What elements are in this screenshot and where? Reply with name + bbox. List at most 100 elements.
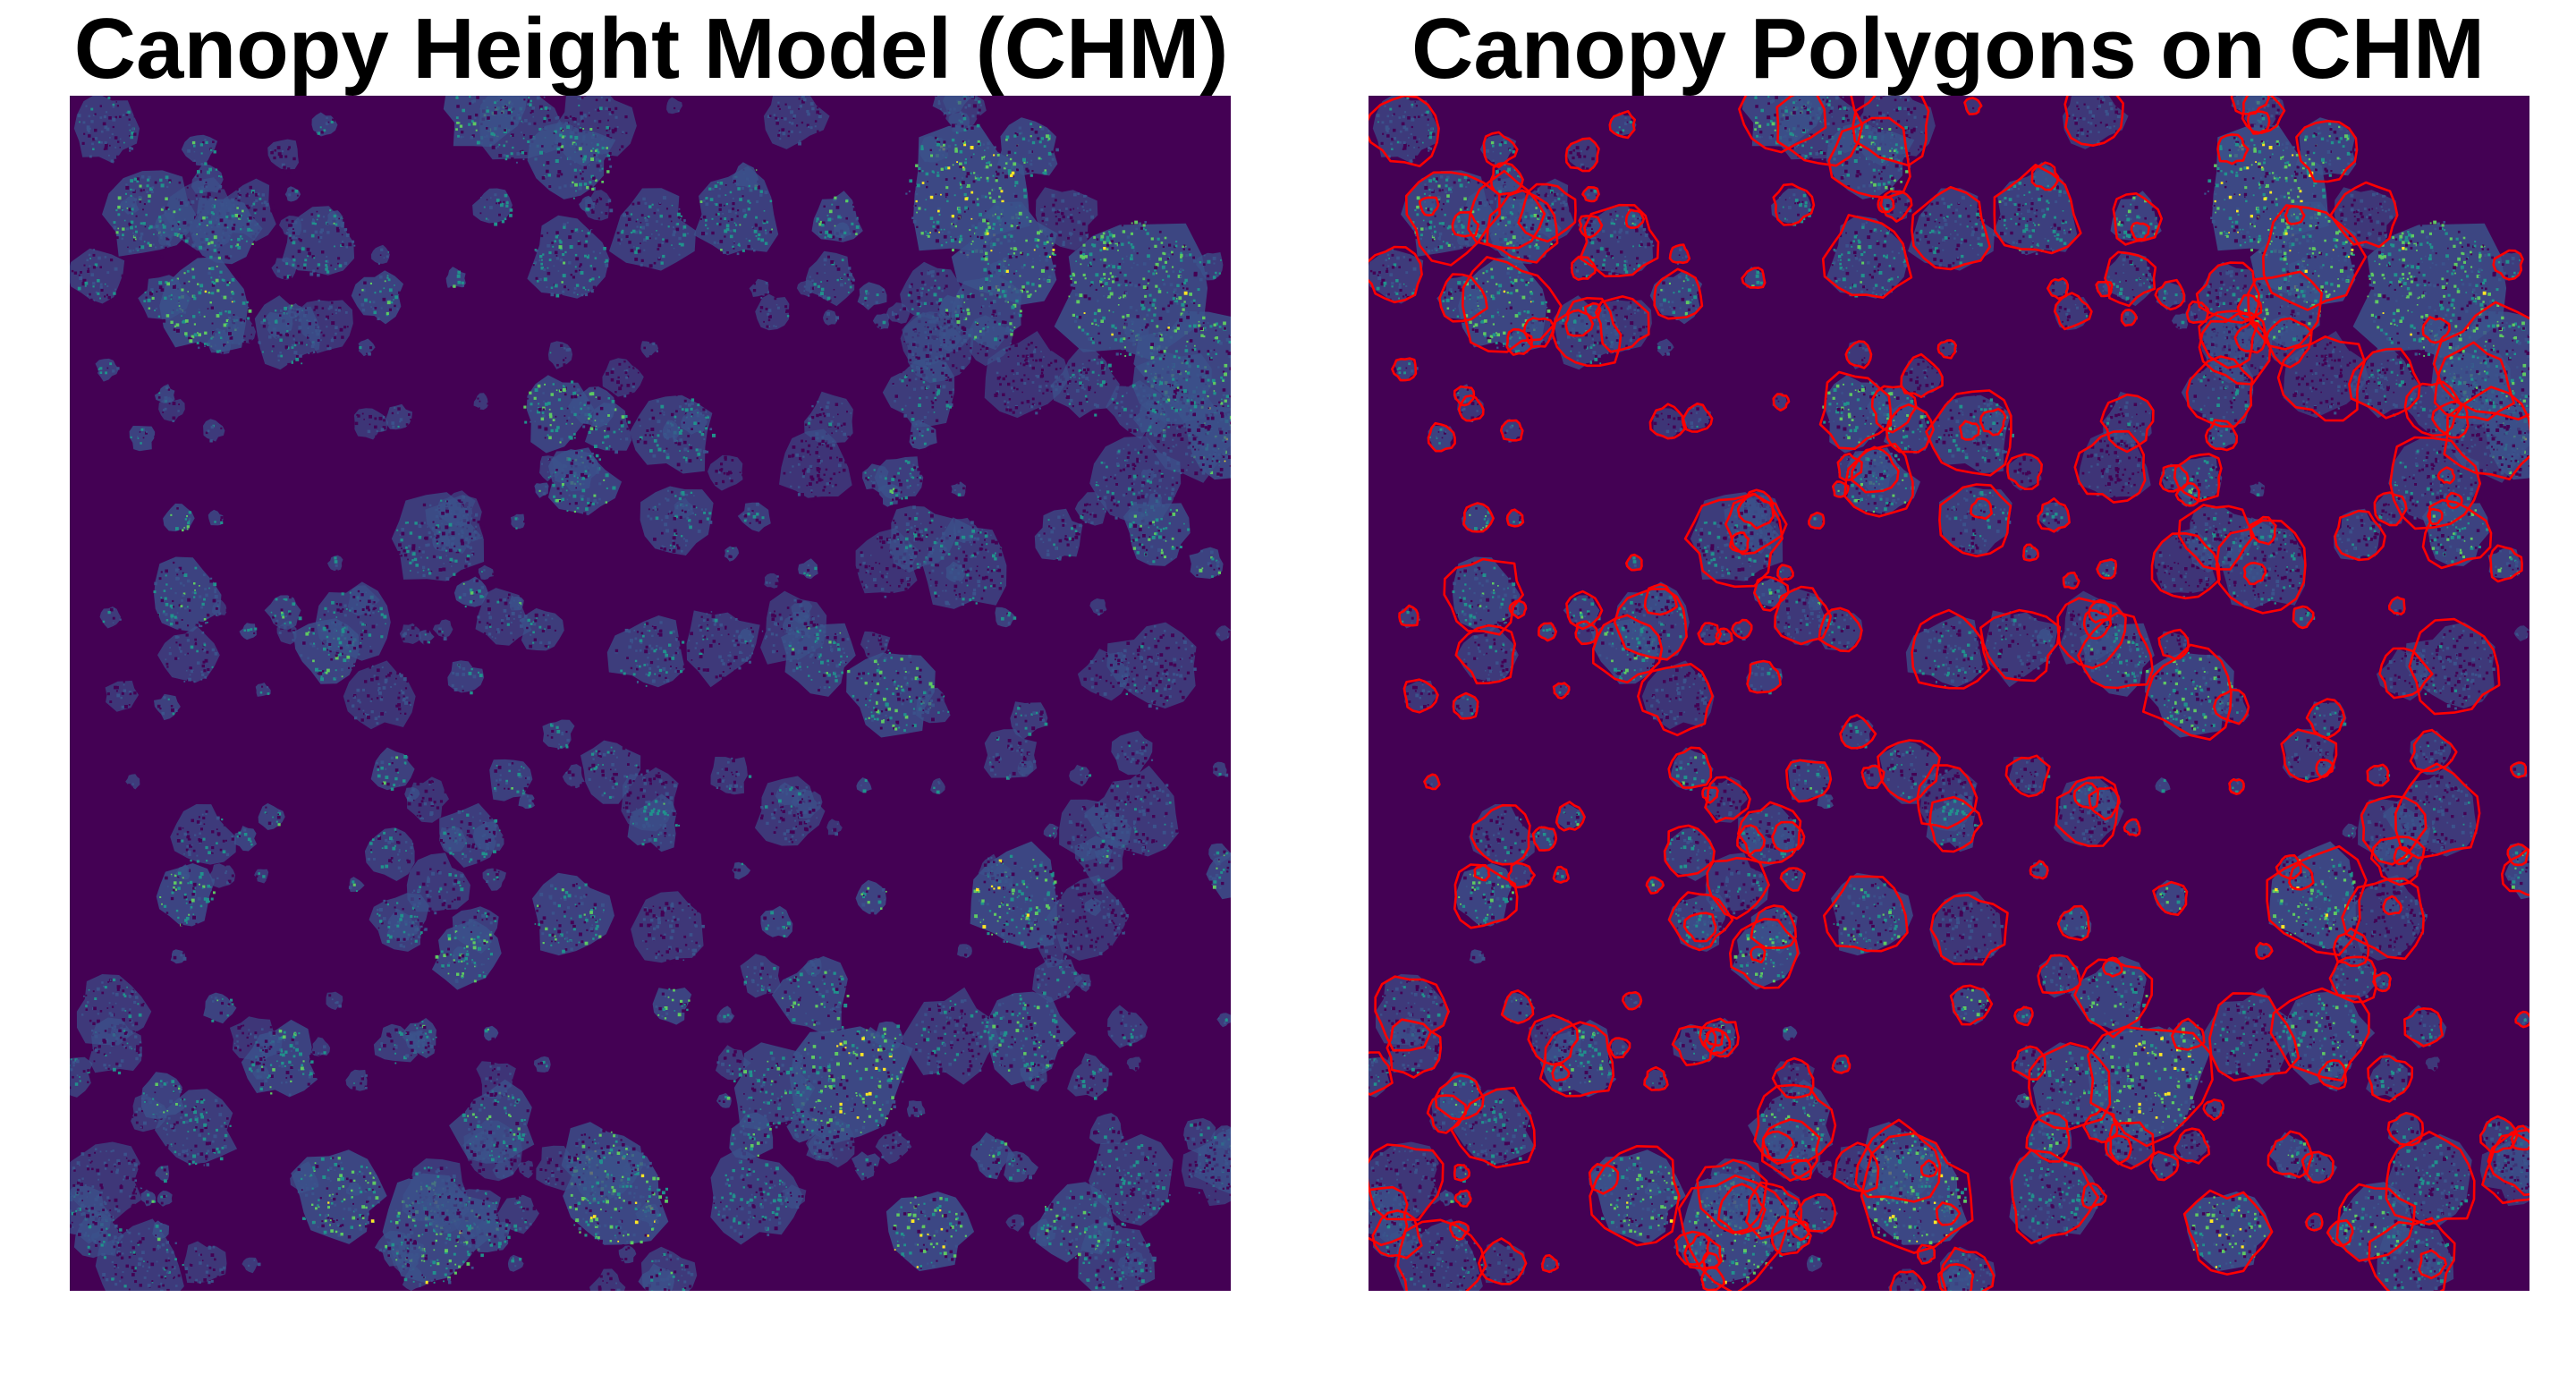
tree-crown — [2156, 282, 2186, 310]
canopy-polygon — [1643, 1065, 1669, 1091]
canopy-polygon — [2432, 301, 2529, 421]
canopy-polygon — [1775, 96, 1864, 167]
chm-image-panel — [70, 96, 1231, 1291]
tree-crown — [406, 852, 470, 915]
canopy-polygon — [1438, 273, 1488, 323]
canopy-polygon — [1791, 1158, 1812, 1181]
tree-crown — [482, 868, 506, 891]
canopy-polygon — [2284, 205, 2306, 225]
tree-crown — [2053, 776, 2124, 846]
tree-crown — [1806, 1254, 1823, 1272]
canopy-polygon — [2088, 786, 2121, 821]
tree-crown — [983, 991, 1077, 1086]
canopy-polygon — [1555, 801, 1586, 832]
canopy-polygon — [1470, 803, 1531, 866]
canopy-polygon — [2389, 436, 2481, 530]
canopy-polygon — [2387, 596, 2406, 616]
canopy-polygon — [1624, 553, 1643, 572]
tree-crown — [453, 576, 489, 608]
canopy-polygon — [2096, 558, 2118, 580]
canopy-polygon — [1541, 1254, 1559, 1274]
tree-crown — [1123, 318, 1150, 344]
canopy-polygon — [2479, 1115, 2519, 1154]
canopy-polygon — [1478, 1237, 1528, 1285]
canopy-polygon — [1621, 990, 1643, 1011]
tree-crown — [183, 1241, 227, 1285]
tree-crown — [1826, 215, 1909, 299]
tree-crown — [627, 793, 681, 852]
tree-crown — [2080, 623, 2155, 697]
canopy-polygon — [1551, 1064, 1571, 1082]
tree-crown — [2295, 117, 2358, 177]
tree-crown — [1583, 186, 1600, 202]
tree-crown — [2036, 502, 2070, 532]
tree-crown — [1566, 139, 1597, 174]
canopy-polygon — [2267, 1130, 2314, 1179]
canopy-polygon — [1500, 989, 1535, 1025]
tree-crown — [1663, 827, 1714, 881]
canopy-polygon — [2510, 761, 2528, 779]
canopy-polygon — [2173, 453, 2223, 503]
tree-crown — [99, 606, 122, 629]
tree-crown — [2229, 777, 2244, 794]
canopy-polygon — [2332, 927, 2370, 968]
tree-crown — [1089, 598, 1107, 616]
canopy-polygon — [2233, 321, 2267, 354]
tree-crown — [798, 558, 818, 580]
tree-crown — [1564, 311, 1592, 340]
tree-crown — [211, 599, 230, 617]
canopy-polygon — [1682, 912, 1717, 943]
tree-crown — [984, 331, 1071, 419]
tree-crown — [737, 502, 771, 532]
tree-crown — [125, 774, 140, 791]
canopy-polygon — [1581, 186, 1600, 203]
canopy-polygon — [2335, 1183, 2416, 1262]
tree-crown — [2149, 1151, 2179, 1181]
canopy-polygon — [2006, 453, 2044, 491]
tree-crown — [518, 793, 535, 810]
canopy-polygon — [1552, 865, 1570, 884]
tree-crown — [2022, 546, 2038, 562]
canopy-polygon — [2506, 843, 2529, 867]
canopy-polygon — [2368, 1217, 2456, 1291]
tree-crown — [796, 279, 813, 297]
canopy-polygon — [2421, 498, 2493, 570]
canopy-polygon — [1531, 826, 1558, 852]
tree-crown — [606, 615, 686, 688]
canopy-polygon — [2030, 161, 2060, 191]
tree-crown — [988, 863, 1015, 891]
tree-crown — [732, 861, 751, 880]
canopy-polygon — [1706, 856, 1770, 920]
tree-crown — [2268, 1132, 2314, 1180]
tree-crown — [754, 776, 826, 846]
canopy-polygons — [1368, 96, 2529, 1291]
canopy-polygon — [1970, 496, 1994, 521]
tree-crown — [652, 988, 692, 1025]
canopy-polygon — [2063, 96, 2125, 148]
tree-crown — [347, 585, 380, 616]
canopy-polygon — [2326, 1219, 2354, 1247]
canopy-polygon — [1637, 662, 1715, 737]
canopy-polygon — [1552, 682, 1571, 700]
tree-crown — [523, 375, 595, 454]
tree-crown — [1035, 187, 1098, 250]
canopy-polygon — [2204, 419, 2239, 452]
tree-crown — [2410, 730, 2453, 776]
canopy-polygon — [1760, 1118, 1821, 1182]
canopy-polygon — [2037, 496, 2071, 533]
canopy-polygon — [1928, 795, 1983, 853]
tree-crown — [1372, 96, 1439, 164]
canopy-polygon — [1443, 557, 1524, 636]
tree-crown — [1126, 1056, 1143, 1072]
canopy-polygon — [1507, 861, 1536, 889]
tree-crown — [872, 313, 890, 330]
tree-crown — [733, 1042, 816, 1130]
tree-crown — [473, 393, 489, 411]
canopy-polygon — [2073, 958, 2154, 1039]
tree-crown — [1951, 988, 1991, 1025]
canopy-polygon — [2295, 119, 2359, 183]
tree-crown — [781, 623, 856, 697]
canopy-polygon — [1851, 445, 1900, 494]
canopy-polygon — [1697, 622, 1723, 646]
tree-crown — [2171, 313, 2189, 330]
